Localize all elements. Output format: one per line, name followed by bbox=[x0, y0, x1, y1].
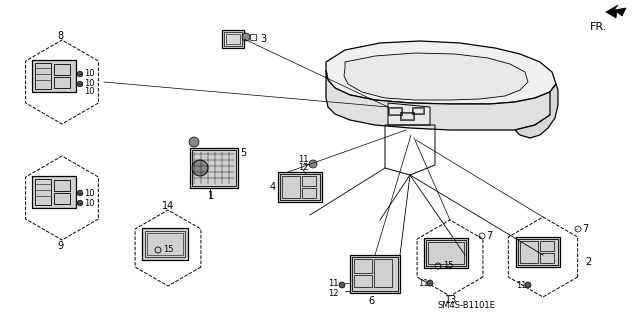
Text: 4: 4 bbox=[270, 182, 276, 192]
Text: 10: 10 bbox=[84, 198, 95, 207]
Text: SM4S-B1101E: SM4S-B1101E bbox=[438, 301, 496, 310]
Circle shape bbox=[77, 190, 83, 196]
Bar bbox=[250, 34, 256, 40]
Polygon shape bbox=[344, 53, 528, 100]
Circle shape bbox=[525, 282, 531, 288]
Bar bbox=[518, 239, 558, 265]
Bar bbox=[350, 255, 400, 293]
Bar bbox=[145, 231, 185, 257]
Circle shape bbox=[77, 200, 83, 206]
Bar bbox=[412, 107, 424, 114]
Bar bbox=[35, 63, 51, 89]
Circle shape bbox=[427, 280, 433, 286]
Bar bbox=[54, 193, 70, 204]
Text: 6: 6 bbox=[368, 296, 374, 306]
Text: 10: 10 bbox=[84, 87, 95, 97]
Text: 5: 5 bbox=[240, 148, 246, 158]
Circle shape bbox=[77, 71, 83, 77]
Circle shape bbox=[189, 137, 199, 147]
Bar bbox=[190, 148, 238, 188]
Bar bbox=[354, 259, 372, 273]
Bar bbox=[147, 233, 183, 255]
Text: 13: 13 bbox=[445, 295, 457, 305]
Text: 10: 10 bbox=[84, 189, 95, 197]
Bar bbox=[142, 228, 188, 260]
Bar bbox=[302, 188, 316, 198]
Bar bbox=[54, 64, 70, 75]
Bar bbox=[302, 176, 316, 186]
Bar bbox=[226, 34, 240, 44]
Circle shape bbox=[242, 33, 250, 41]
Text: 7: 7 bbox=[486, 231, 492, 241]
Text: 11: 11 bbox=[328, 278, 339, 287]
Bar bbox=[192, 150, 236, 186]
Bar bbox=[424, 238, 468, 268]
Polygon shape bbox=[515, 84, 558, 138]
Bar bbox=[32, 176, 76, 208]
Text: 15: 15 bbox=[443, 262, 454, 271]
Bar bbox=[54, 180, 70, 191]
Bar bbox=[400, 112, 414, 120]
Bar bbox=[224, 32, 242, 46]
Text: 12: 12 bbox=[298, 164, 308, 173]
Bar bbox=[32, 60, 76, 92]
Bar bbox=[413, 108, 423, 113]
Circle shape bbox=[192, 160, 208, 176]
Bar bbox=[388, 107, 402, 115]
Text: 12: 12 bbox=[328, 288, 339, 298]
Polygon shape bbox=[606, 5, 626, 18]
Bar bbox=[389, 108, 401, 114]
Polygon shape bbox=[326, 41, 556, 104]
Text: 7: 7 bbox=[582, 224, 588, 234]
Bar bbox=[428, 242, 464, 264]
Bar bbox=[354, 275, 372, 287]
Bar bbox=[222, 30, 244, 48]
Text: 11: 11 bbox=[516, 280, 527, 290]
Text: 10: 10 bbox=[84, 70, 95, 78]
Circle shape bbox=[339, 282, 345, 288]
Polygon shape bbox=[326, 70, 556, 130]
Text: FR.: FR. bbox=[590, 22, 607, 32]
Text: 8: 8 bbox=[57, 31, 63, 41]
Bar bbox=[516, 237, 560, 267]
Circle shape bbox=[77, 81, 83, 87]
Text: 11: 11 bbox=[298, 155, 308, 165]
Text: 3: 3 bbox=[260, 34, 266, 44]
Bar bbox=[401, 113, 413, 119]
Bar bbox=[374, 259, 392, 287]
Text: 15: 15 bbox=[163, 246, 173, 255]
Text: 1: 1 bbox=[208, 191, 214, 201]
Text: 9: 9 bbox=[57, 241, 63, 251]
Bar bbox=[540, 241, 554, 251]
Text: 10: 10 bbox=[84, 79, 95, 88]
Bar bbox=[54, 77, 70, 88]
Bar bbox=[426, 240, 466, 266]
Bar bbox=[278, 172, 322, 202]
Bar bbox=[352, 257, 398, 291]
Text: 2: 2 bbox=[585, 257, 591, 267]
Bar bbox=[282, 176, 300, 198]
Bar bbox=[540, 253, 554, 263]
Text: 14: 14 bbox=[162, 201, 174, 211]
Bar bbox=[520, 241, 538, 263]
Circle shape bbox=[309, 160, 317, 168]
Bar bbox=[280, 174, 320, 200]
Text: 11: 11 bbox=[418, 278, 429, 287]
Bar bbox=[35, 179, 51, 205]
Polygon shape bbox=[388, 103, 430, 125]
